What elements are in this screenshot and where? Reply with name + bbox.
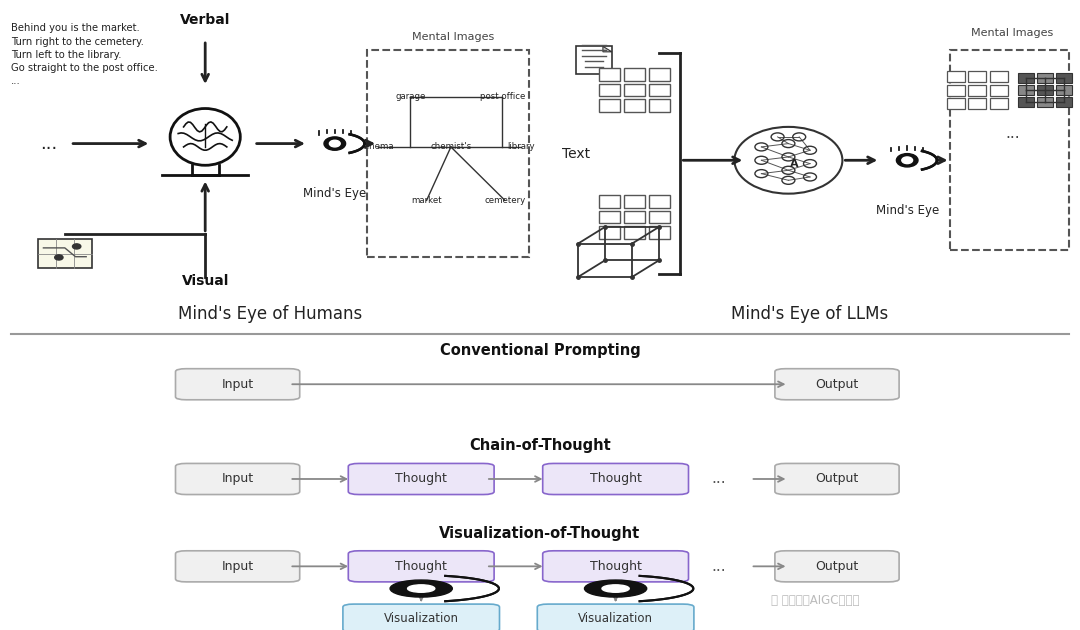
Circle shape [390,580,453,597]
Text: Thought: Thought [395,560,447,573]
Text: Thought: Thought [395,472,447,486]
Text: Thought: Thought [590,560,642,573]
Circle shape [902,157,913,164]
FancyBboxPatch shape [775,369,899,400]
FancyBboxPatch shape [542,551,689,582]
Bar [990,98,1008,109]
Text: Chain-of-Thought: Chain-of-Thought [469,438,611,452]
Bar [624,195,645,208]
Text: Behind you is the market.
Turn right to the cemetery.
Turn left to the library.
: Behind you is the market. Turn right to … [11,23,158,86]
Bar [990,84,1008,96]
Bar [599,84,620,96]
Circle shape [407,585,435,592]
Bar [969,98,986,109]
FancyBboxPatch shape [175,551,300,582]
Circle shape [329,140,340,147]
Text: ...: ... [711,471,726,486]
Bar [624,210,645,224]
Bar [624,84,645,96]
Text: ...: ... [711,559,726,574]
Text: library: library [508,142,535,151]
Text: ...: ... [40,135,57,152]
FancyBboxPatch shape [542,464,689,495]
Text: cemetery: cemetery [484,196,526,205]
Bar [649,99,670,112]
Text: Mental Images: Mental Images [971,28,1054,38]
Bar [649,210,670,224]
Circle shape [72,244,81,249]
Text: cinema: cinema [362,142,394,151]
FancyBboxPatch shape [175,464,300,495]
Circle shape [55,255,63,260]
Bar [624,226,645,239]
Bar [599,226,620,239]
Text: post office: post office [480,93,525,101]
Bar [1037,97,1053,107]
Text: Conventional Prompting: Conventional Prompting [440,343,640,358]
Bar [947,98,964,109]
Text: Mind's Eye of LLMs: Mind's Eye of LLMs [731,305,889,323]
FancyBboxPatch shape [775,551,899,582]
Bar [1037,74,1053,84]
Bar [599,69,620,81]
Text: 🔘 公众号・AIGC最前线: 🔘 公众号・AIGC最前线 [771,594,860,607]
Bar [1055,85,1071,95]
Bar [649,195,670,208]
Text: Thought: Thought [590,472,642,486]
Text: garage: garage [395,93,426,101]
Text: Input: Input [221,560,254,573]
Bar [649,69,670,81]
Circle shape [602,585,630,592]
Text: Output: Output [815,378,859,391]
Circle shape [584,580,647,597]
Bar [1055,74,1071,84]
Bar [1055,97,1071,107]
Text: Mind's Eye: Mind's Eye [876,203,939,217]
Bar [1037,85,1053,95]
Bar [947,71,964,83]
Polygon shape [603,47,612,52]
Text: chemist's: chemist's [430,142,472,151]
Text: Visualization: Visualization [383,612,459,625]
Text: Mind's Eye: Mind's Eye [303,187,366,200]
Bar [969,71,986,83]
Text: Mind's Eye of Humans: Mind's Eye of Humans [178,305,362,323]
Bar [1017,74,1034,84]
Bar [969,84,986,96]
Text: Text: Text [562,147,590,161]
Bar [1017,97,1034,107]
FancyBboxPatch shape [775,464,899,495]
FancyBboxPatch shape [38,239,92,268]
Bar [624,99,645,112]
Text: Input: Input [221,378,254,391]
Bar [947,84,964,96]
Text: Visualization: Visualization [578,612,653,625]
Text: Visual: Visual [181,274,229,288]
FancyBboxPatch shape [538,604,693,630]
Text: Output: Output [815,472,859,486]
Circle shape [896,154,918,167]
Text: ...: ... [1005,126,1020,141]
Text: A: A [789,159,798,169]
FancyBboxPatch shape [348,464,495,495]
FancyBboxPatch shape [577,47,612,74]
Bar [990,71,1008,83]
Bar [649,84,670,96]
Text: Input: Input [221,472,254,486]
Text: Output: Output [815,560,859,573]
FancyBboxPatch shape [343,604,499,630]
Bar [599,195,620,208]
Text: Mental Images: Mental Images [413,32,495,42]
Text: Visualization-of-Thought: Visualization-of-Thought [440,527,640,541]
FancyBboxPatch shape [348,551,495,582]
Bar [649,226,670,239]
Circle shape [324,137,346,151]
FancyBboxPatch shape [175,369,300,400]
Bar [599,210,620,224]
Bar [1017,85,1034,95]
Bar [624,69,645,81]
Text: Verbal: Verbal [180,13,230,27]
Bar [599,99,620,112]
Text: market: market [411,196,442,205]
